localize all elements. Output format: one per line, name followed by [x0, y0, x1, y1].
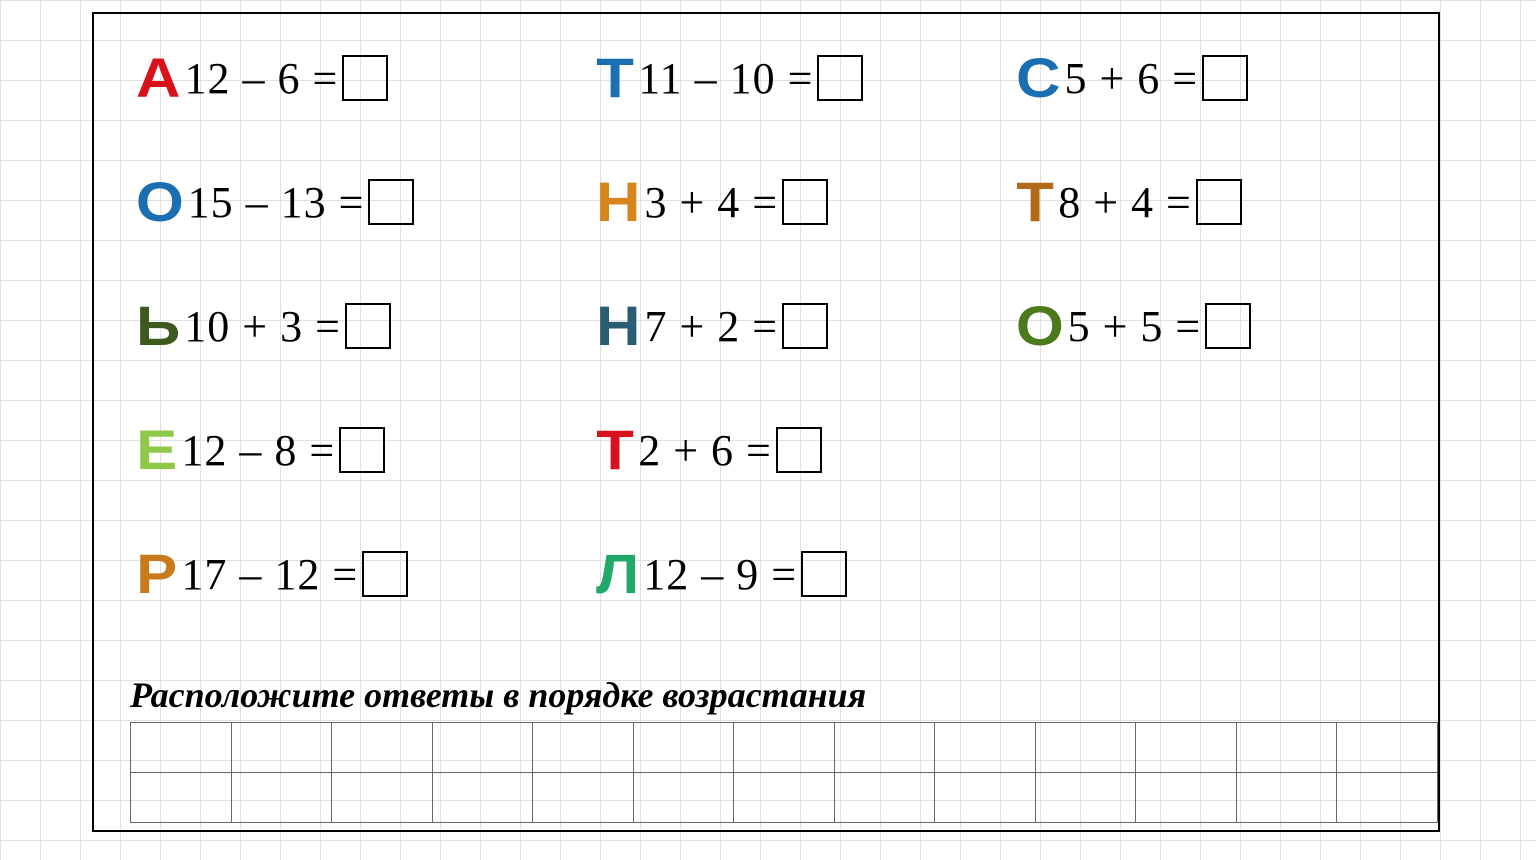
- problem-expression: 10 + 3 =: [184, 301, 341, 352]
- problem-cell: Н7 + 2 =: [598, 296, 1018, 356]
- table-cell[interactable]: [935, 723, 1036, 773]
- answer-box[interactable]: [368, 179, 414, 225]
- problem-letter: Т: [596, 50, 634, 106]
- answer-box[interactable]: [776, 427, 822, 473]
- problem-letter: А: [136, 50, 180, 106]
- problem-expression: 12 – 8 =: [181, 425, 335, 476]
- table-cell[interactable]: [131, 773, 232, 823]
- table-cell[interactable]: [131, 723, 232, 773]
- answer-box[interactable]: [801, 551, 847, 597]
- table-cell[interactable]: [633, 773, 734, 823]
- problem-letter: О: [1016, 298, 1064, 354]
- table-cell[interactable]: [935, 773, 1036, 823]
- answer-box[interactable]: [782, 303, 828, 349]
- problem-letter: Р: [136, 546, 177, 602]
- answer-box[interactable]: [339, 427, 385, 473]
- answer-box[interactable]: [345, 303, 391, 349]
- table-row: [131, 773, 1438, 823]
- problem-cell: Ь10 + 3 =: [138, 296, 598, 356]
- worksheet-frame: А12 – 6 =Т11 – 10 =С5 + 6 =О15 – 13 =Н3 …: [92, 12, 1440, 832]
- table-cell[interactable]: [1236, 723, 1337, 773]
- answer-box[interactable]: [1196, 179, 1242, 225]
- problem-expression: 11 – 10 =: [638, 53, 813, 104]
- instruction-text: Расположите ответы в порядке возрастания: [130, 674, 866, 716]
- table-cell[interactable]: [533, 773, 634, 823]
- table-cell[interactable]: [1035, 773, 1136, 823]
- table-cell[interactable]: [633, 723, 734, 773]
- problem-expression: 8 + 4 =: [1058, 177, 1192, 228]
- problem-cell: Н3 + 4 =: [598, 172, 1018, 232]
- problem-cell: Т2 + 6 =: [598, 420, 1018, 480]
- table-cell[interactable]: [533, 723, 634, 773]
- table-cell[interactable]: [1136, 723, 1237, 773]
- problem-expression: 3 + 4 =: [644, 177, 778, 228]
- table-cell[interactable]: [231, 723, 332, 773]
- answer-box[interactable]: [782, 179, 828, 225]
- table-cell[interactable]: [834, 723, 935, 773]
- problem-letter: Л: [596, 546, 639, 602]
- table-cell[interactable]: [834, 773, 935, 823]
- problem-cell: О5 + 5 =: [1018, 296, 1398, 356]
- problem-expression: 12 – 9 =: [643, 549, 797, 600]
- problem-cell: О15 – 13 =: [138, 172, 598, 232]
- problem-expression: 15 – 13 =: [188, 177, 365, 228]
- problem-expression: 5 + 5 =: [1068, 301, 1202, 352]
- answer-box[interactable]: [1205, 303, 1251, 349]
- answer-box[interactable]: [817, 55, 863, 101]
- problem-expression: 7 + 2 =: [644, 301, 778, 352]
- table-cell[interactable]: [1337, 773, 1438, 823]
- table-cell[interactable]: [332, 773, 433, 823]
- answer-box[interactable]: [342, 55, 388, 101]
- problem-letter: С: [1016, 50, 1060, 106]
- problem-letter: Т: [1016, 174, 1054, 230]
- problem-cell: А12 – 6 =: [138, 48, 598, 108]
- table-cell[interactable]: [1337, 723, 1438, 773]
- problem-letter: Е: [136, 422, 177, 478]
- problem-expression: 5 + 6 =: [1064, 53, 1198, 104]
- problem-cell: Р17 – 12 =: [138, 544, 598, 604]
- problem-cell: С5 + 6 =: [1018, 48, 1398, 108]
- table-cell[interactable]: [332, 723, 433, 773]
- table-cell[interactable]: [432, 723, 533, 773]
- answer-box[interactable]: [362, 551, 408, 597]
- table-cell[interactable]: [432, 773, 533, 823]
- table-cell[interactable]: [1035, 723, 1136, 773]
- problem-cell: Л12 – 9 =: [598, 544, 1018, 604]
- table-row: [131, 723, 1438, 773]
- problem-expression: 12 – 6 =: [184, 53, 338, 104]
- problem-cell: Т8 + 4 =: [1018, 172, 1398, 232]
- problem-cell: Т11 – 10 =: [598, 48, 1018, 108]
- table-cell[interactable]: [1136, 773, 1237, 823]
- table-cell[interactable]: [734, 723, 835, 773]
- problem-letter: Ь: [136, 298, 180, 354]
- problem-cell: [1018, 420, 1398, 480]
- problem-letter: Н: [596, 298, 640, 354]
- problem-letter: О: [136, 174, 184, 230]
- answer-table[interactable]: [130, 722, 1438, 823]
- problem-expression: 17 – 12 =: [181, 549, 358, 600]
- table-cell[interactable]: [1236, 773, 1337, 823]
- problem-cell: Е12 – 8 =: [138, 420, 598, 480]
- problem-letter: Т: [596, 422, 634, 478]
- answer-box[interactable]: [1202, 55, 1248, 101]
- problem-letter: Н: [596, 174, 640, 230]
- table-cell[interactable]: [231, 773, 332, 823]
- problem-expression: 2 + 6 =: [638, 425, 772, 476]
- problems-grid: А12 – 6 =Т11 – 10 =С5 + 6 =О15 – 13 =Н3 …: [138, 48, 1398, 668]
- table-cell[interactable]: [734, 773, 835, 823]
